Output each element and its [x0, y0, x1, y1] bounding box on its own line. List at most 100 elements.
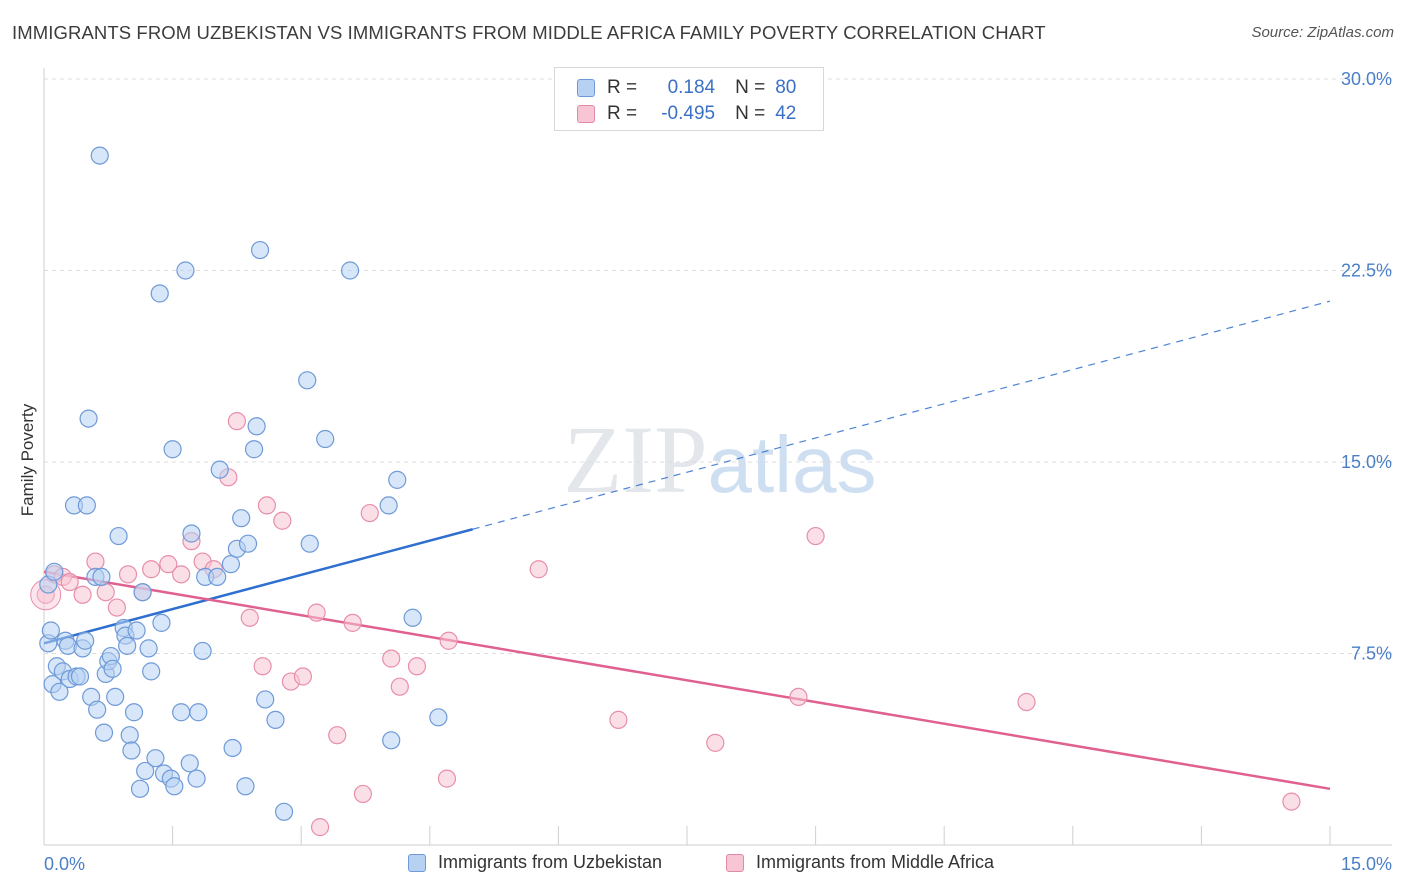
point-uzbekistan: [180, 754, 199, 773]
point-uzbekistan: [382, 731, 401, 750]
point-middle-africa: [257, 496, 277, 515]
chart-title: IMMIGRANTS FROM UZBEKISTAN VS IMMIGRANTS…: [12, 22, 1046, 43]
point-uzbekistan: [142, 662, 161, 681]
point-middle-africa: [609, 710, 628, 729]
point-middle-africa: [343, 613, 362, 632]
point-uzbekistan: [139, 639, 158, 658]
point-uzbekistan: [124, 703, 144, 722]
legend-row-middle-africa: R = -0.495 N = 42: [577, 102, 796, 126]
point-uzbekistan: [403, 608, 422, 627]
point-middle-africa: [328, 726, 347, 745]
point-uzbekistan: [146, 749, 165, 768]
point-uzbekistan: [236, 777, 255, 796]
point-middle-africa: [382, 649, 401, 668]
point-uzbekistan: [379, 496, 398, 515]
point-uzbekistan: [189, 703, 208, 722]
point-uzbekistan: [221, 555, 240, 574]
bottom-legend-uzbekistan: Immigrants from Uzbekistan: [408, 852, 662, 873]
point-uzbekistan: [247, 417, 266, 436]
point-uzbekistan: [70, 667, 90, 686]
legend-n-value: 80: [775, 77, 797, 98]
point-middle-africa: [273, 511, 292, 530]
point-uzbekistan: [109, 526, 128, 546]
x-tick-label-max: 15.0%: [1341, 854, 1392, 874]
y-tick-label: 7.5%: [1351, 644, 1392, 664]
legend-n-value: 42: [775, 103, 797, 124]
point-uzbekistan: [76, 631, 95, 650]
legend-n-label: N =: [735, 103, 766, 124]
point-uzbekistan: [150, 284, 169, 303]
point-middle-africa: [806, 526, 825, 546]
point-middle-africa: [96, 583, 115, 602]
point-uzbekistan: [182, 524, 201, 543]
point-uzbekistan: [210, 460, 229, 479]
point-middle-africa: [227, 412, 246, 431]
legend-row-uzbekistan: R = 0.184 N = 80: [577, 76, 796, 100]
point-uzbekistan: [106, 687, 125, 707]
point-uzbekistan: [45, 562, 64, 581]
point-uzbekistan: [187, 769, 206, 788]
point-uzbekistan: [133, 583, 152, 602]
point-uzbekistan: [88, 700, 107, 719]
point-middle-africa: [293, 667, 313, 686]
point-uzbekistan: [165, 777, 184, 796]
point-uzbekistan: [256, 690, 275, 709]
point-middle-africa: [1017, 692, 1036, 712]
point-uzbekistan: [172, 703, 191, 722]
point-middle-africa: [789, 687, 808, 707]
point-uzbekistan: [50, 682, 69, 701]
point-uzbekistan: [118, 636, 137, 655]
point-uzbekistan: [300, 534, 319, 553]
point-middle-africa: [60, 572, 79, 592]
x-ticks: [172, 826, 1331, 845]
bottom-legend-swatch-blue: [408, 853, 426, 872]
watermark-atlas: atlas: [708, 420, 877, 509]
chart-source: Source: ZipAtlas.com: [1251, 24, 1394, 41]
point-middle-africa: [1282, 792, 1301, 811]
y-tick-labels: 7.5% 15.0% 22.5% 30.0%: [1341, 69, 1392, 664]
bottom-legend-label-middle-africa: Immigrants from Middle Africa: [756, 852, 995, 872]
axes: [43, 68, 1392, 846]
point-uzbekistan: [176, 261, 195, 280]
point-middle-africa: [107, 598, 126, 617]
legend-swatch-blue: [577, 79, 595, 97]
point-middle-africa: [390, 677, 409, 696]
correlation-legend: R = 0.184 N = 80 R = -0.495 N = 42: [554, 67, 824, 131]
point-middle-africa: [73, 585, 92, 604]
bottom-legend-middle-africa: Immigrants from Middle Africa: [726, 852, 994, 873]
point-uzbekistan: [340, 261, 360, 280]
point-uzbekistan: [388, 470, 407, 489]
point-uzbekistan: [193, 641, 212, 661]
point-uzbekistan: [244, 440, 264, 459]
point-middle-africa: [159, 555, 178, 574]
bottom-legend-label-uzbekistan: Immigrants from Uzbekistan: [438, 852, 663, 872]
point-uzbekistan: [130, 779, 150, 798]
point-uzbekistan: [92, 567, 111, 587]
point-uzbekistan: [232, 509, 251, 528]
point-uzbekistan: [152, 613, 171, 632]
point-middle-africa: [253, 657, 272, 676]
point-uzbekistan: [208, 567, 227, 587]
point-middle-africa: [439, 631, 458, 650]
legend-r-label: R =: [607, 103, 638, 124]
point-uzbekistan: [120, 726, 139, 745]
point-uzbekistan: [316, 429, 335, 449]
y-tick-label: 15.0%: [1341, 452, 1392, 472]
point-uzbekistan: [90, 146, 109, 165]
point-middle-africa: [172, 565, 191, 584]
point-uzbekistan: [266, 710, 285, 729]
point-middle-africa: [118, 565, 138, 584]
y-tick-label: 22.5%: [1341, 261, 1392, 281]
grid-lines: [44, 78, 1392, 654]
trend-line-middle-africa: [43, 570, 1331, 791]
point-uzbekistan: [79, 409, 98, 428]
point-uzbekistan: [127, 621, 146, 640]
point-middle-africa: [353, 784, 373, 804]
point-uzbekistan: [103, 659, 122, 678]
watermark: ZIPatlas: [564, 406, 877, 513]
point-middle-africa: [86, 552, 105, 571]
series-uzbekistan-points: [39, 146, 448, 821]
point-uzbekistan: [136, 761, 155, 781]
point-middle-africa: [240, 608, 259, 627]
